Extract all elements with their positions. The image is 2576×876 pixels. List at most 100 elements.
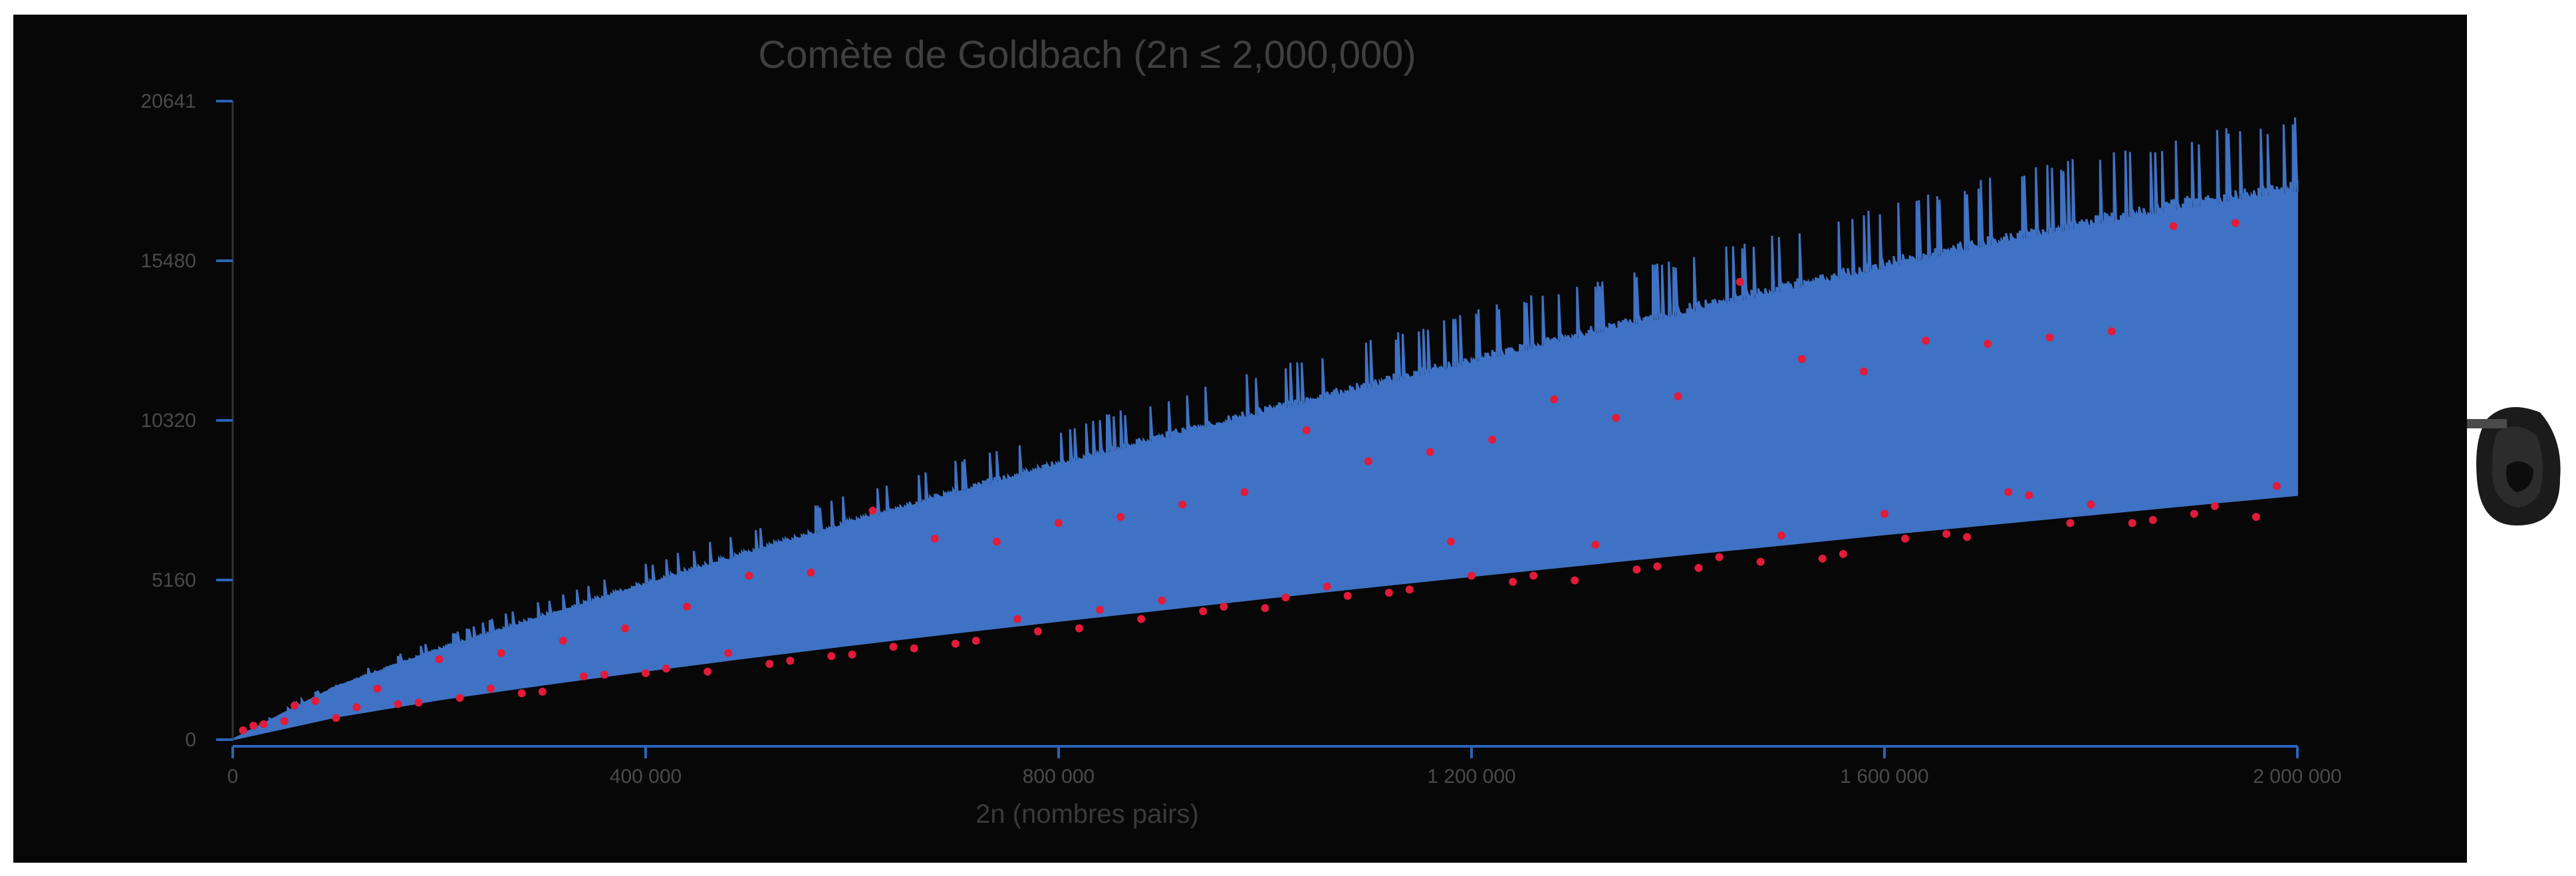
highlight-point (1055, 519, 1063, 527)
highlight-point (497, 649, 505, 657)
highlight-point (930, 534, 939, 543)
highlight-point (1364, 457, 1372, 466)
highlight-point (848, 651, 856, 659)
x-tick-label: 1 600 000 (1840, 766, 1928, 788)
highlight-point (2231, 219, 2240, 227)
highlight-point (1550, 395, 1559, 404)
highlight-point (352, 703, 361, 712)
highlight-point (1612, 414, 1620, 422)
highlight-point (1756, 557, 1765, 566)
highlight-point (1922, 337, 1930, 345)
highlight-point (992, 537, 1001, 546)
highlight-point (249, 722, 258, 730)
x-tick-label: 0 (227, 766, 239, 788)
corner-thumbnail (2467, 399, 2567, 532)
axes-layer: 0 5160 10320 15480 20641 0 400 000 800 000 1 200… (141, 90, 2342, 788)
highlight-point (1281, 593, 1290, 602)
highlight-point (1468, 571, 1476, 580)
highlight-point (1261, 604, 1269, 613)
y-tick-label: 20641 (141, 90, 196, 112)
highlight-point (332, 714, 340, 722)
highlight-point (291, 701, 299, 710)
y-tick-label: 15480 (141, 250, 196, 272)
highlight-point (1694, 563, 1703, 572)
highlight-point (1240, 488, 1249, 496)
highlight-point (1984, 339, 1992, 348)
highlight-point (259, 720, 268, 728)
highlight-point (538, 687, 547, 696)
highlight-point (1302, 426, 1311, 434)
highlight-point (1571, 576, 1579, 585)
highlight-point (1405, 585, 1414, 594)
highlight-point (1529, 571, 1538, 580)
highlight-point (1343, 591, 1352, 600)
highlight-point (414, 698, 423, 707)
highlight-point (600, 670, 608, 679)
highlight-point (2107, 327, 2116, 336)
y-tick-label: 10320 (141, 410, 196, 432)
highlight-point (1116, 513, 1125, 521)
highlight-point (455, 694, 464, 702)
highlight-point (1323, 582, 1331, 591)
highlight-point (1488, 435, 1497, 444)
highlight-point (827, 652, 836, 660)
highlight-point (1674, 392, 1682, 400)
highlight-point (2128, 519, 2136, 527)
highlight-point (280, 717, 289, 726)
highlight-point (1509, 577, 1517, 586)
highlight-point (1220, 603, 1228, 611)
highlight-point (559, 637, 567, 645)
highlight-point (786, 657, 795, 665)
highlight-point (2066, 519, 2075, 527)
chart-title: Comète de Goldbach (2n ≤ 2,000,000) (758, 33, 1416, 76)
x-tick-label: 400 000 (610, 766, 682, 788)
highlight-point (1137, 615, 1146, 623)
x-tick-label: 800 000 (1023, 766, 1095, 788)
highlight-point (1591, 541, 1600, 549)
highlight-point (373, 684, 382, 693)
highlight-point (517, 689, 526, 698)
highlight-point (2045, 333, 2054, 342)
highlight-point (579, 672, 588, 680)
x-tick-label: 2 000 000 (2253, 766, 2341, 788)
goldbach-band-area (232, 191, 2298, 740)
highlight-point (394, 700, 402, 708)
highlight-point (1034, 627, 1042, 636)
highlight-point (621, 624, 629, 633)
highlight-point (1096, 605, 1104, 614)
highlight-point (1839, 549, 1847, 558)
highlight-point (971, 637, 980, 645)
highlight-point (1942, 529, 1951, 538)
highlight-point (487, 684, 495, 693)
highlight-point (1736, 277, 1744, 286)
highlight-point (1013, 615, 1021, 623)
highlight-point (435, 655, 444, 664)
highlight-point (1818, 554, 1827, 563)
highlight-point (1963, 533, 1972, 541)
highlight-point (2272, 482, 2281, 490)
highlight-point (1178, 500, 1187, 509)
highlight-point (311, 696, 320, 705)
goldbach-upper-spikes (232, 117, 2299, 741)
highlight-point (2252, 513, 2260, 521)
highlight-point (745, 571, 753, 580)
highlight-point (1797, 355, 1806, 363)
highlight-point (765, 660, 774, 668)
highlight-point (868, 506, 877, 515)
highlight-point (889, 643, 898, 651)
highlight-point (1653, 562, 1662, 571)
y-tick-label: 0 (185, 729, 196, 751)
highlight-point (1901, 534, 1910, 543)
highlight-point (2190, 510, 2198, 518)
highlight-point (704, 667, 712, 676)
highlight-points-layer (239, 219, 2281, 734)
highlight-point (1384, 589, 1393, 597)
highlight-point (662, 664, 670, 672)
highlight-point (239, 726, 247, 734)
highlight-point (1426, 448, 1434, 456)
highlight-point (1632, 565, 1641, 574)
highlight-point (2087, 500, 2095, 509)
highlight-point (910, 644, 918, 653)
highlight-point (1158, 596, 1166, 605)
goldbach-comet-chart: Comète de Goldbach (2n ≤ 2,000,000) 0 516… (13, 15, 2467, 863)
